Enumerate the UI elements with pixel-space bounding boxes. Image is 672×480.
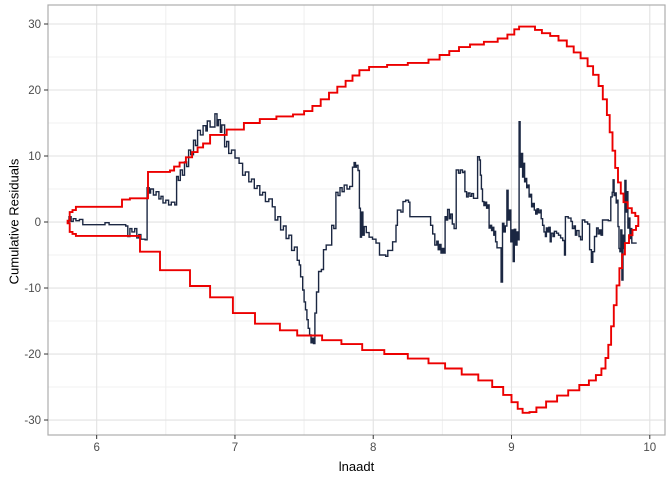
y-tick-label: 30 — [28, 19, 41, 31]
x-axis-label: lnaadt — [338, 459, 375, 474]
panel-border — [47, 4, 666, 436]
y-tick-label: 20 — [28, 85, 41, 97]
envelope-lower-line — [66, 221, 640, 414]
y-tick-label: -30 — [24, 415, 41, 427]
plot-panel — [48, 5, 665, 435]
cumulative-residuals-line — [67, 113, 637, 345]
y-tick-label: -10 — [24, 283, 41, 295]
y-axis-label: Cumulative Residuals — [6, 158, 22, 285]
x-tick-label: 8 — [370, 442, 376, 454]
y-tick-label: -20 — [24, 349, 41, 361]
x-tick-label: 10 — [643, 442, 656, 454]
x-tick-label: 7 — [232, 442, 238, 454]
envelope-upper-line — [66, 25, 640, 223]
x-tick-label: 9 — [508, 442, 514, 454]
y-tick-label: 0 — [35, 217, 41, 229]
y-tick-label: 10 — [28, 151, 41, 163]
x-tick-label: 6 — [93, 442, 99, 454]
